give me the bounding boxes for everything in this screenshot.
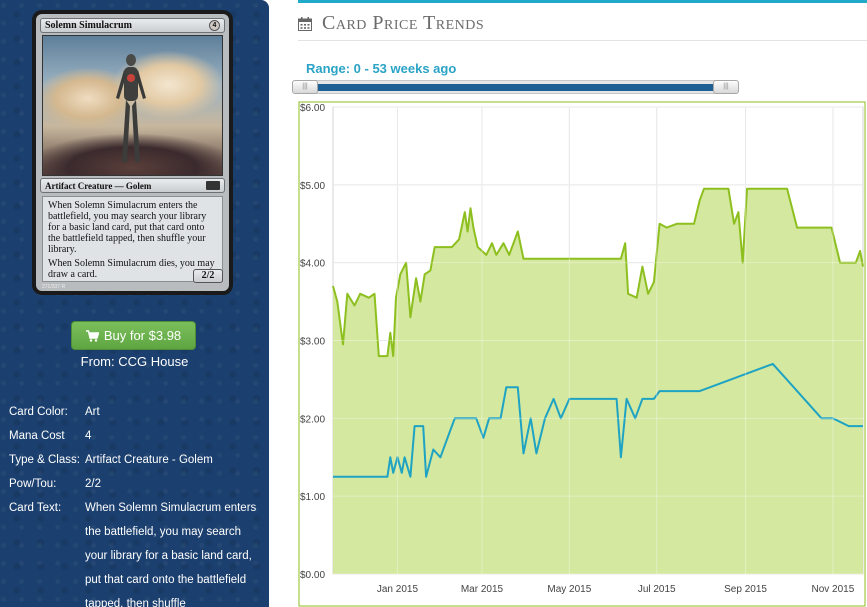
x-tick-label: Mar 2015: [461, 584, 504, 595]
buy-button-label: Buy for $3.98: [103, 328, 182, 343]
card-sidebar: Solemn Simulacrum 4 Artifact Creature — …: [0, 0, 269, 607]
range-slider-handle-max[interactable]: |||: [713, 80, 739, 94]
detail-row-mana-cost: Mana Cost 4: [9, 424, 265, 448]
detail-value: When Solemn Simulacrum enters the battle…: [85, 502, 257, 607]
card-details: Card Color: Art Mana Cost 4 Type & Class…: [9, 400, 265, 607]
detail-label: Card Color:: [9, 406, 68, 418]
top-accent-bar: [298, 0, 867, 3]
y-tick-label: $2.00: [300, 414, 325, 425]
card-title-bar: Solemn Simulacrum 4: [40, 18, 225, 33]
seller-name: From: CCG House: [80, 354, 189, 369]
card-art: [42, 35, 223, 176]
detail-value: 2/2: [85, 478, 101, 490]
x-tick-label: May 2015: [547, 584, 591, 595]
y-tick-label: $5.00: [300, 181, 325, 192]
y-tick-label: $1.00: [300, 492, 325, 503]
card-name: Solemn Simulacrum: [45, 20, 132, 31]
series-area-0: [333, 188, 863, 574]
detail-label: Type & Class:: [9, 454, 80, 466]
section-title: Card Price Trends: [322, 12, 485, 34]
y-tick-label: $0.00: [300, 570, 325, 581]
x-tick-label: Sep 2015: [724, 584, 767, 595]
detail-label: Mana Cost: [9, 430, 65, 442]
golem-figure-icon: [116, 54, 146, 162]
detail-row-type: Type & Class: Artifact Creature - Golem: [9, 448, 265, 472]
card-type-bar: Artifact Creature — Golem: [40, 178, 225, 193]
mana-symbol-icon: 4: [209, 20, 220, 31]
price-chart-svg: $0.00 $1.00 $2.00 $3.00 $4.00 $5.00 $6.00 Jan 2…: [298, 101, 866, 607]
card-collector-number: 271/337 R: [42, 284, 66, 290]
price-trend-chart: $0.00 $1.00 $2.00 $3.00 $4.00 $5.00 $6.00 Jan 2…: [298, 100, 867, 607]
header-divider: [298, 40, 867, 41]
y-tick-label: $4.00: [300, 259, 325, 270]
card-rules-paragraph: When Solemn Simulacrum dies, you may dra…: [48, 258, 215, 280]
detail-value: Art: [85, 406, 100, 418]
detail-label: Pow/Tou:: [9, 478, 57, 490]
series-line-0: [332, 187, 864, 358]
range-slider-handle-min[interactable]: |||: [292, 80, 318, 94]
range-label: Range: 0 - 53 weeks ago: [306, 61, 457, 76]
buy-button[interactable]: Buy for $3.98: [71, 321, 196, 350]
card-rules-paragraph: When Solemn Simulacrum enters the battle…: [48, 200, 207, 255]
x-tick-label: Jan 2015: [377, 584, 419, 595]
detail-value: Artifact Creature - Golem: [85, 454, 213, 466]
section-header: Card Price Trends: [298, 12, 484, 35]
range-slider[interactable]: ||| |||: [292, 80, 739, 94]
x-tick-label: Jul 2015: [638, 584, 676, 595]
detail-label: Card Text:: [9, 502, 62, 514]
series-line-1: [333, 362, 863, 478]
shopping-cart-icon: [85, 329, 99, 342]
detail-row-color: Card Color: Art: [9, 400, 265, 424]
range-slider-fill: [315, 84, 723, 91]
detail-row-pow-tou: Pow/Tou: 2/2: [9, 472, 265, 496]
y-tick-label: $6.00: [300, 103, 325, 114]
set-symbol-icon: [206, 181, 220, 190]
card-frame: Solemn Simulacrum 4 Artifact Creature — …: [36, 14, 229, 291]
card-power-toughness: 2/2: [193, 269, 223, 283]
detail-row-card-text: Card Text: When Solemn Simulacrum enters…: [9, 496, 265, 607]
y-tick-label: $3.00: [300, 337, 325, 348]
x-tick-label: Nov 2015: [812, 584, 855, 595]
calendar-icon: [298, 16, 312, 31]
card-rules-text: When Solemn Simulacrum enters the battle…: [42, 196, 223, 282]
detail-value: 4: [85, 430, 92, 442]
card-image: Solemn Simulacrum 4 Artifact Creature — …: [32, 10, 233, 295]
card-type-line: Artifact Creature — Golem: [45, 180, 152, 191]
